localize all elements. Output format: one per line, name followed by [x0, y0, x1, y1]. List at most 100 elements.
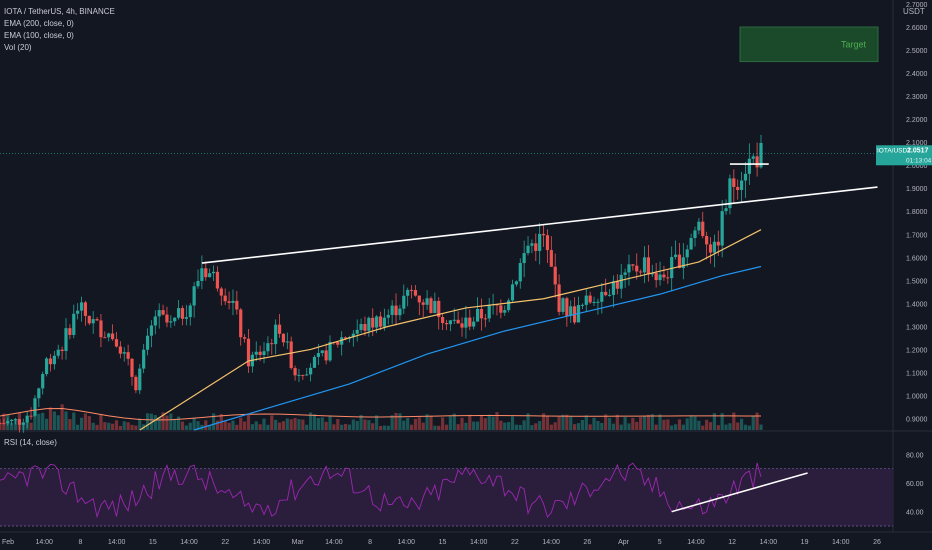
- volume-bar: [588, 424, 592, 430]
- volume-bar: [623, 417, 627, 430]
- price-tick-label: 2.7000: [906, 2, 928, 9]
- candle-body: [157, 310, 161, 317]
- volume-bar: [274, 419, 278, 430]
- volume-bar: [17, 412, 22, 430]
- legend-ema100: EMA (100, close, 0): [4, 31, 74, 40]
- candle-body: [340, 337, 344, 345]
- volume-bar: [378, 425, 383, 430]
- time-tick-label: 14:00: [470, 539, 488, 546]
- volume-bar: [320, 417, 324, 430]
- candle-body: [561, 298, 565, 312]
- volume-bar: [514, 424, 518, 430]
- candle-body: [499, 305, 503, 313]
- volume-bar: [673, 424, 678, 430]
- volume-bar: [712, 413, 716, 430]
- volume-bar: [324, 421, 328, 430]
- candle-body: [386, 314, 390, 318]
- candle-body: [584, 295, 588, 305]
- volume-bar: [534, 423, 538, 430]
- candle-body: [712, 241, 716, 253]
- candle-body: [588, 295, 592, 303]
- candle-body: [343, 337, 348, 339]
- time-tick-label: 15: [439, 539, 447, 546]
- time-tick-label: 14:00: [180, 539, 198, 546]
- rsi-trendline[interactable]: [671, 472, 808, 513]
- volume-bar: [340, 424, 344, 430]
- time-tick-label: Apr: [618, 539, 630, 546]
- candle-body: [60, 349, 64, 352]
- candle-body: [204, 268, 208, 278]
- volume-bar: [145, 413, 150, 430]
- volume-bar: [29, 422, 33, 430]
- volume-bar: [235, 424, 239, 430]
- price-tick-label: 2.3000: [906, 94, 928, 101]
- candle-body: [227, 301, 231, 303]
- candle-body: [126, 352, 130, 359]
- price-tag-value: 2.0517: [907, 147, 929, 154]
- volume-bar: [161, 412, 165, 430]
- candle-body: [10, 419, 14, 422]
- candle-body: [406, 289, 410, 296]
- candle-body: [472, 321, 476, 327]
- target-zone[interactable]: [739, 26, 879, 63]
- candle-body: [371, 317, 375, 328]
- candle-body: [596, 301, 600, 303]
- candle-body: [270, 343, 274, 345]
- volume-bar: [693, 416, 697, 430]
- candle-body: [375, 316, 379, 328]
- candle-body: [196, 280, 200, 287]
- candle-body: [378, 316, 383, 327]
- candle-body: [285, 341, 289, 343]
- price-tick-label: 1.9000: [906, 186, 928, 193]
- candle-body: [569, 306, 573, 317]
- volume-bar: [739, 418, 744, 430]
- volume-bar: [631, 417, 635, 430]
- candle-body: [355, 329, 359, 334]
- volume-bar: [456, 424, 460, 430]
- candle-body: [107, 333, 111, 338]
- time-tick-label: Feb: [2, 539, 14, 546]
- candle-body: [429, 298, 433, 314]
- time-tick-label: 14:00: [542, 539, 560, 546]
- volume-bar: [615, 414, 619, 430]
- volume-bar: [444, 424, 449, 430]
- rsi-tick-label: 40.00: [906, 510, 924, 517]
- volume-bar: [507, 422, 511, 430]
- volume-bar: [309, 412, 313, 430]
- volume-bar: [44, 418, 49, 430]
- candle-body: [475, 308, 480, 322]
- volume-bar: [107, 422, 111, 430]
- volume-bar: [479, 415, 484, 430]
- candle-body: [557, 284, 561, 312]
- volume-bar: [716, 425, 720, 430]
- price-tick-label: 1.4000: [906, 301, 928, 308]
- volume-bar: [266, 424, 270, 430]
- candle-body: [95, 319, 99, 321]
- candle-body: [351, 333, 355, 338]
- volume-bar: [398, 413, 402, 430]
- price-tag-symbol: IOTA/USDT: [877, 147, 911, 154]
- volume-bar: [720, 413, 724, 430]
- price-tick-label: 2.5000: [906, 48, 928, 55]
- volume-bar: [495, 412, 499, 430]
- candle-body: [235, 300, 239, 310]
- volume-bar: [208, 425, 212, 430]
- volume-bar: [685, 418, 689, 430]
- volume-bar: [677, 419, 682, 430]
- candle-body: [666, 277, 670, 279]
- candle-body: [503, 310, 507, 313]
- volume-bar: [355, 420, 359, 430]
- volume-bar: [25, 422, 29, 430]
- candle-body: [530, 243, 534, 246]
- time-tick-label: 14:00: [760, 539, 778, 546]
- trendline-0[interactable]: [201, 186, 878, 264]
- candle-body: [211, 271, 216, 274]
- volume-bar: [60, 404, 64, 430]
- time-tick-label: 8: [368, 539, 372, 546]
- volume-bar: [491, 416, 495, 430]
- candle-body: [541, 233, 546, 236]
- candle-body: [184, 317, 188, 319]
- legend-volume: Vol (20): [4, 43, 32, 52]
- candle-body: [0, 423, 2, 425]
